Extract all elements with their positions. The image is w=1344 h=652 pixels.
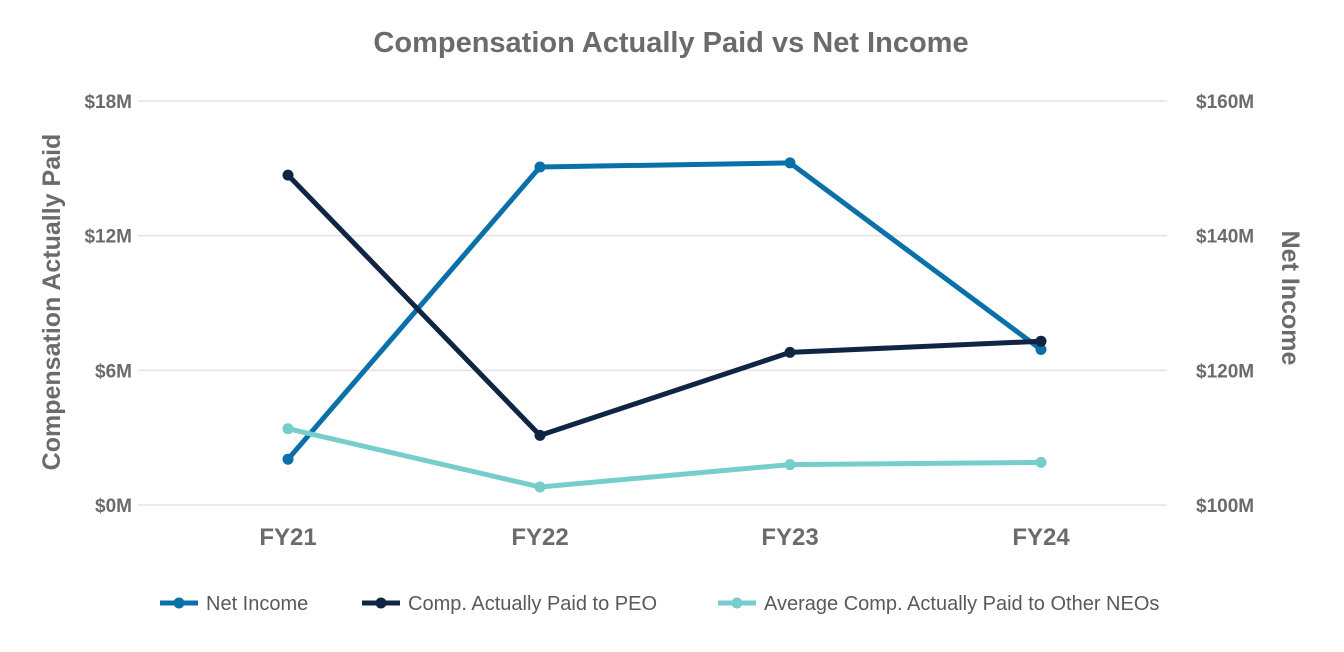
- legend-marker: [731, 597, 743, 609]
- x-tick-label: FY23: [761, 524, 818, 551]
- data-point: [784, 346, 796, 358]
- x-tick-label: FY21: [259, 524, 316, 551]
- right-axis-label: Net Income: [1276, 231, 1304, 366]
- x-tick-label: FY22: [511, 524, 568, 551]
- chart-title: Compensation Actually Paid vs Net Income: [373, 27, 968, 59]
- left-tick-label: $6M: [95, 361, 132, 382]
- x-axis-ticks: FY21 FY22 FY23 FY24: [259, 524, 1070, 551]
- series-0: [282, 157, 1047, 465]
- right-tick-label: $100M: [1196, 496, 1254, 517]
- series-2: [282, 423, 1047, 493]
- legend-label: Net Income: [206, 593, 308, 615]
- legend-label: Average Comp. Actually Paid to Other NEO…: [764, 593, 1159, 615]
- legend-item: Average Comp. Actually Paid to Other NEO…: [718, 593, 1159, 615]
- right-tick-label: $120M: [1196, 361, 1254, 382]
- data-point: [1035, 456, 1047, 468]
- legend-marker: [375, 597, 387, 609]
- data-point: [534, 481, 546, 493]
- data-point: [784, 459, 796, 471]
- right-axis-ticks: $100M $120M $140M $160M: [1196, 92, 1254, 517]
- x-tick-label: FY24: [1012, 524, 1070, 551]
- data-point: [534, 429, 546, 441]
- data-point: [282, 169, 294, 181]
- legend: Net Income Comp. Actually Paid to PEO Aver…: [160, 593, 1159, 615]
- legend-label: Comp. Actually Paid to PEO: [408, 593, 657, 615]
- series-line: [285, 426, 1044, 490]
- left-tick-label: $18M: [84, 92, 132, 113]
- series-line: [285, 172, 1044, 438]
- right-tick-label: $140M: [1196, 227, 1254, 248]
- right-tick-label: $160M: [1196, 92, 1254, 113]
- left-axis-label: Compensation Actually Paid: [38, 134, 66, 471]
- legend-item: Comp. Actually Paid to PEO: [362, 593, 657, 615]
- legend-marker: [173, 597, 185, 609]
- legend-item: Net Income: [160, 593, 308, 615]
- data-point: [1035, 335, 1047, 347]
- data-point: [282, 453, 294, 465]
- series-1: [282, 169, 1047, 441]
- data-point: [1035, 344, 1047, 355]
- gridlines: [138, 100, 1167, 506]
- data-point: [534, 161, 546, 173]
- data-point: [784, 157, 796, 169]
- series-line: [285, 160, 1044, 462]
- left-tick-label: $12M: [84, 227, 132, 248]
- data-point: [282, 423, 294, 435]
- left-tick-label: $0M: [95, 496, 132, 517]
- series-layer: [282, 157, 1047, 493]
- left-axis-ticks: $0M $6M $12M $18M: [84, 92, 132, 517]
